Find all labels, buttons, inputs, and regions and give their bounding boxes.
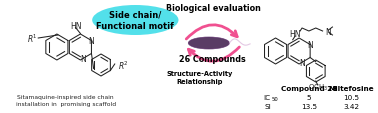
Text: Miltefosine: Miltefosine	[328, 85, 374, 91]
Text: Sitamaquine-inspired side chain
installation in  promising scaffold: Sitamaquine-inspired side chain installa…	[15, 94, 116, 106]
Text: Side chain/
Functional motif: Side chain/ Functional motif	[96, 11, 174, 31]
Text: HN: HN	[70, 21, 81, 30]
Text: N: N	[81, 54, 86, 63]
Text: 50: 50	[272, 97, 278, 102]
Text: N: N	[88, 36, 94, 45]
Text: 10.5: 10.5	[343, 94, 359, 100]
Text: Structure-Activity
Relationship: Structure-Activity Relationship	[167, 71, 233, 84]
Text: 3.42: 3.42	[343, 103, 359, 109]
Text: Biological evaluation: Biological evaluation	[166, 4, 261, 12]
Text: OCH$_3$: OCH$_3$	[308, 82, 328, 92]
Text: 26 Compounds: 26 Compounds	[180, 55, 246, 64]
Text: N: N	[325, 27, 332, 36]
Text: N: N	[307, 40, 313, 49]
Text: 13.5: 13.5	[301, 103, 317, 109]
Text: R$^2$: R$^2$	[118, 59, 128, 72]
Text: HN: HN	[290, 29, 301, 38]
Ellipse shape	[188, 38, 229, 50]
Text: SI: SI	[265, 103, 271, 109]
Text: IC: IC	[263, 94, 270, 100]
Text: Compound 28: Compound 28	[281, 85, 337, 91]
Ellipse shape	[92, 6, 178, 36]
Text: R$^1$: R$^1$	[27, 33, 37, 45]
Text: N: N	[299, 58, 305, 67]
Text: 5: 5	[307, 94, 311, 100]
